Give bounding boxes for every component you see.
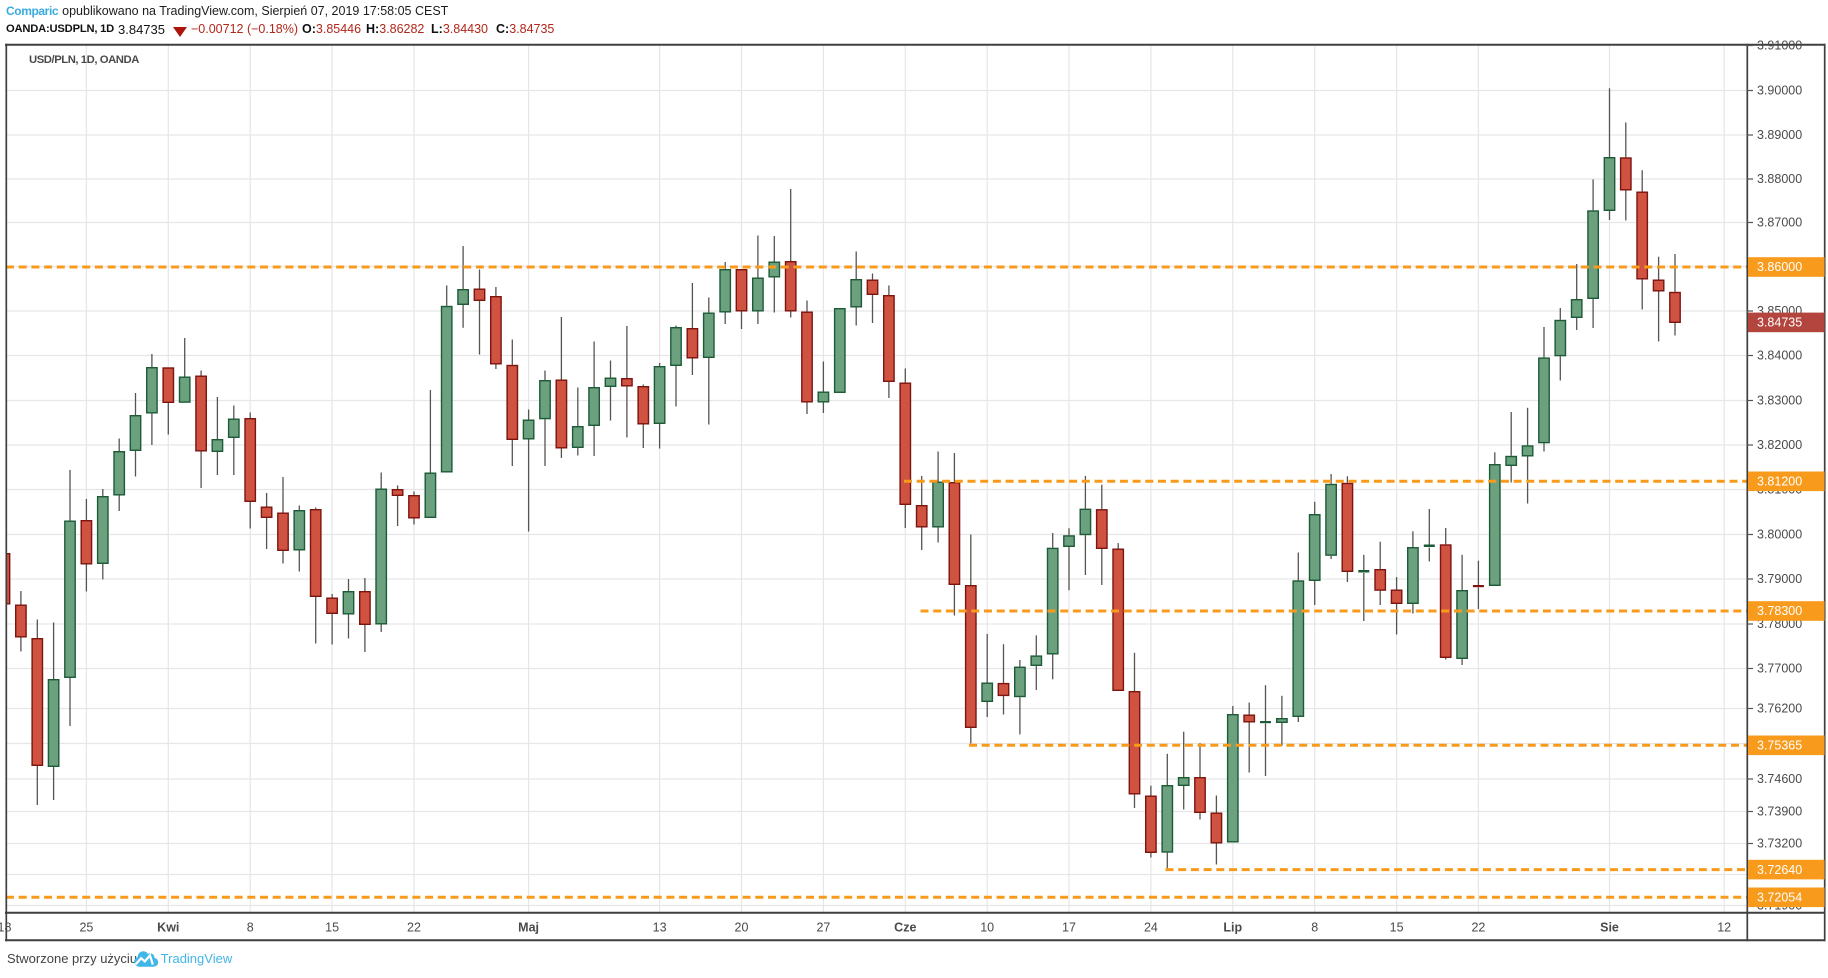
svg-text:3.78300: 3.78300 <box>1757 604 1802 618</box>
svg-text:3.80000: 3.80000 <box>1757 528 1802 542</box>
svg-text:8: 8 <box>1311 921 1318 935</box>
svg-text:20: 20 <box>735 921 749 935</box>
svg-text:15: 15 <box>1390 921 1404 935</box>
svg-text:8: 8 <box>247 921 254 935</box>
svg-text:3.73900: 3.73900 <box>1757 805 1802 819</box>
svg-text:3.72640: 3.72640 <box>1757 863 1802 877</box>
svg-text:3.87000: 3.87000 <box>1757 216 1802 230</box>
svg-text:3.79000: 3.79000 <box>1757 572 1802 586</box>
svg-text:3.90000: 3.90000 <box>1757 84 1802 98</box>
svg-text:Kwi: Kwi <box>157 921 179 935</box>
svg-text:3.83000: 3.83000 <box>1757 394 1802 408</box>
svg-text:3.73200: 3.73200 <box>1757 837 1802 851</box>
svg-text:27: 27 <box>816 921 830 935</box>
svg-text:Lip: Lip <box>1223 921 1242 935</box>
svg-text:Cze: Cze <box>894 921 916 935</box>
svg-text:13: 13 <box>653 921 667 935</box>
svg-text:24: 24 <box>1144 921 1158 935</box>
svg-text:18: 18 <box>0 921 11 935</box>
svg-text:17: 17 <box>1062 921 1076 935</box>
svg-text:3.77000: 3.77000 <box>1757 662 1802 676</box>
svg-text:25: 25 <box>79 921 93 935</box>
svg-text:3.75365: 3.75365 <box>1757 739 1802 753</box>
svg-text:Sie: Sie <box>1600 921 1619 935</box>
svg-text:3.74600: 3.74600 <box>1757 772 1802 786</box>
svg-text:15: 15 <box>325 921 339 935</box>
svg-text:3.82000: 3.82000 <box>1757 438 1802 452</box>
svg-text:22: 22 <box>1471 921 1485 935</box>
svg-text:3.88000: 3.88000 <box>1757 172 1802 186</box>
svg-text:3.86000: 3.86000 <box>1757 260 1802 274</box>
svg-text:3.84000: 3.84000 <box>1757 349 1802 363</box>
svg-text:3.76200: 3.76200 <box>1757 702 1802 716</box>
svg-text:10: 10 <box>980 921 994 935</box>
svg-text:22: 22 <box>407 921 421 935</box>
svg-text:3.91000: 3.91000 <box>1757 39 1802 53</box>
svg-text:3.81200: 3.81200 <box>1757 475 1802 489</box>
svg-text:3.84735: 3.84735 <box>1757 316 1802 330</box>
svg-text:12: 12 <box>1717 921 1731 935</box>
svg-text:Maj: Maj <box>518 921 539 935</box>
svg-text:3.89000: 3.89000 <box>1757 128 1802 142</box>
svg-text:3.72054: 3.72054 <box>1757 891 1802 905</box>
